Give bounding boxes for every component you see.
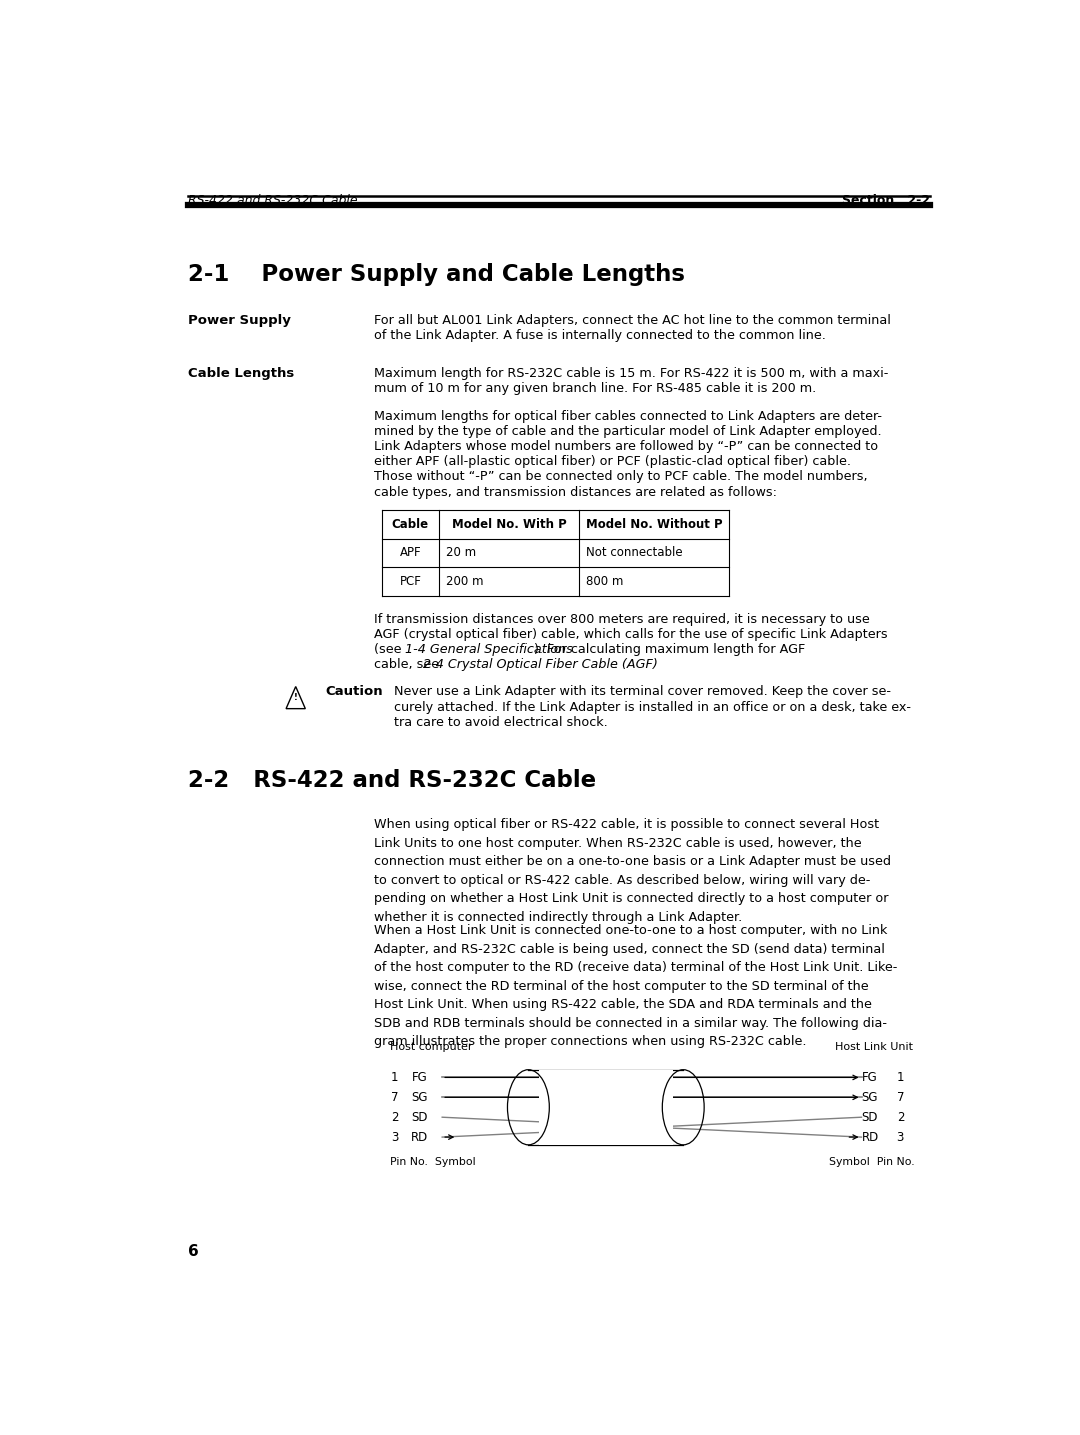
Text: SG: SG bbox=[411, 1091, 428, 1104]
Text: Never use a Link Adapter with its terminal cover removed. Keep the cover se-: Never use a Link Adapter with its termin… bbox=[394, 686, 891, 699]
Text: APF: APF bbox=[400, 547, 421, 560]
Text: 2-2   RS-422 and RS-232C Cable: 2-2 RS-422 and RS-232C Cable bbox=[188, 769, 596, 792]
Text: Maximum lengths for optical fiber cables connected to Link Adapters are deter-: Maximum lengths for optical fiber cables… bbox=[374, 410, 881, 423]
Text: 1: 1 bbox=[391, 1071, 399, 1083]
Text: Pin No.  Symbol: Pin No. Symbol bbox=[390, 1157, 476, 1167]
Text: Host computer: Host computer bbox=[390, 1042, 473, 1052]
Text: Symbol  Pin No.: Symbol Pin No. bbox=[829, 1157, 915, 1167]
Text: cable types, and transmission distances are related as follows:: cable types, and transmission distances … bbox=[374, 485, 777, 498]
Text: Section   2-2: Section 2-2 bbox=[842, 194, 930, 207]
Text: AGF (crystal optical fiber) cable, which calls for the use of specific Link Adap: AGF (crystal optical fiber) cable, which… bbox=[374, 627, 887, 640]
Text: Host Link Unit: Host Link Unit bbox=[836, 1042, 914, 1052]
Text: Model No. With P: Model No. With P bbox=[451, 518, 567, 531]
Text: Cable Lengths: Cable Lengths bbox=[188, 367, 294, 380]
Text: !: ! bbox=[294, 693, 298, 702]
Text: RD: RD bbox=[410, 1131, 428, 1144]
Text: Cable: Cable bbox=[392, 518, 429, 531]
Text: FG: FG bbox=[413, 1071, 428, 1083]
Text: Link Adapters whose model numbers are followed by “-P” can be connected to: Link Adapters whose model numbers are fo… bbox=[374, 441, 878, 453]
Text: tra care to avoid electrical shock.: tra care to avoid electrical shock. bbox=[394, 716, 608, 729]
Text: Power Supply: Power Supply bbox=[188, 314, 291, 327]
Text: (see: (see bbox=[374, 643, 409, 656]
Text: 20 m: 20 m bbox=[446, 547, 475, 560]
Text: 7: 7 bbox=[896, 1091, 904, 1104]
Text: When a Host Link Unit is connected one-to-one to a host computer, with no Link
A: When a Host Link Unit is connected one-t… bbox=[374, 924, 896, 1049]
Text: If transmission distances over 800 meters are required, it is necessary to use: If transmission distances over 800 meter… bbox=[374, 613, 869, 626]
Text: Caution: Caution bbox=[326, 686, 383, 699]
Text: Model No. Without P: Model No. Without P bbox=[586, 518, 723, 531]
Text: cable, see: cable, see bbox=[374, 657, 443, 670]
Text: 1: 1 bbox=[896, 1071, 904, 1083]
Text: SD: SD bbox=[862, 1111, 878, 1124]
Text: For all but AL001 Link Adapters, connect the AC hot line to the common terminal: For all but AL001 Link Adapters, connect… bbox=[374, 314, 890, 327]
Text: 6: 6 bbox=[188, 1244, 199, 1260]
Text: 7: 7 bbox=[391, 1091, 399, 1104]
Text: When using optical fiber or RS-422 cable, it is possible to connect several Host: When using optical fiber or RS-422 cable… bbox=[374, 818, 891, 924]
Text: 200 m: 200 m bbox=[446, 575, 483, 588]
Text: Not connectable: Not connectable bbox=[586, 547, 683, 560]
Text: Maximum length for RS-232C cable is 15 m. For RS-422 it is 500 m, with a maxi-: Maximum length for RS-232C cable is 15 m… bbox=[374, 367, 888, 380]
Text: ). For calculating maximum length for AGF: ). For calculating maximum length for AG… bbox=[535, 643, 806, 656]
Text: FG: FG bbox=[862, 1071, 877, 1083]
Text: curely attached. If the Link Adapter is installed in an office or on a desk, tak: curely attached. If the Link Adapter is … bbox=[394, 700, 912, 713]
Text: 800 m: 800 m bbox=[586, 575, 623, 588]
Text: 2: 2 bbox=[391, 1111, 399, 1124]
Text: mined by the type of cable and the particular model of Link Adapter employed.: mined by the type of cable and the parti… bbox=[374, 425, 881, 438]
Text: SD: SD bbox=[411, 1111, 428, 1124]
Text: 2-1    Power Supply and Cable Lengths: 2-1 Power Supply and Cable Lengths bbox=[188, 263, 685, 286]
Text: PCF: PCF bbox=[400, 575, 421, 588]
Text: 1-4 General Specifications: 1-4 General Specifications bbox=[405, 643, 572, 656]
Text: Those without “-P” can be connected only to PCF cable. The model numbers,: Those without “-P” can be connected only… bbox=[374, 471, 867, 484]
Text: RD: RD bbox=[862, 1131, 879, 1144]
Text: either APF (all-plastic optical fiber) or PCF (plastic-clad optical fiber) cable: either APF (all-plastic optical fiber) o… bbox=[374, 455, 851, 468]
Text: 3: 3 bbox=[896, 1131, 904, 1144]
Text: of the Link Adapter. A fuse is internally connected to the common line.: of the Link Adapter. A fuse is internall… bbox=[374, 329, 825, 342]
Bar bbox=[539, 1069, 673, 1145]
Text: 3: 3 bbox=[391, 1131, 399, 1144]
Text: SG: SG bbox=[862, 1091, 878, 1104]
Text: mum of 10 m for any given branch line. For RS-485 cable it is 200 m.: mum of 10 m for any given branch line. F… bbox=[374, 382, 815, 395]
Text: RS-422 and RS-232C Cable: RS-422 and RS-232C Cable bbox=[188, 194, 357, 207]
Text: 2: 2 bbox=[896, 1111, 904, 1124]
Text: .: . bbox=[613, 657, 618, 670]
Text: 2-4 Crystal Optical Fiber Cable (AGF): 2-4 Crystal Optical Fiber Cable (AGF) bbox=[423, 657, 658, 670]
